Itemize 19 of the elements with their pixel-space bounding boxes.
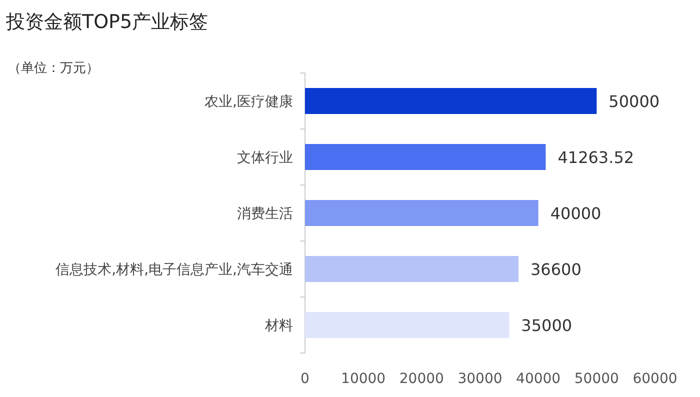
subtitle: （单位：万元） bbox=[8, 61, 99, 76]
category: 消费生活 bbox=[237, 206, 293, 222]
category: 材料 bbox=[265, 318, 293, 334]
xtick: 30000 bbox=[458, 371, 502, 387]
title: 投资金额TOP5产业标签 bbox=[6, 11, 208, 33]
data-label: 35000 bbox=[521, 316, 572, 335]
data-label: 50000 bbox=[608, 92, 660, 111]
xtick: 10000 bbox=[341, 371, 386, 387]
data-label: 36600 bbox=[530, 260, 582, 279]
category: 信息技术,材料,电子信息产业,汽车交通 bbox=[56, 262, 293, 278]
xtick: 0 bbox=[300, 371, 310, 387]
category: 农业,医疗健康 bbox=[204, 94, 293, 110]
xtick: 40000 bbox=[516, 371, 561, 387]
xtick: 60000 bbox=[632, 371, 678, 387]
xtick: 50000 bbox=[574, 371, 619, 387]
xtick: 20000 bbox=[399, 371, 444, 387]
category: 文体行业 bbox=[237, 150, 293, 166]
data-label: 41263.52 bbox=[558, 148, 634, 167]
data-label: 40000 bbox=[550, 204, 602, 223]
